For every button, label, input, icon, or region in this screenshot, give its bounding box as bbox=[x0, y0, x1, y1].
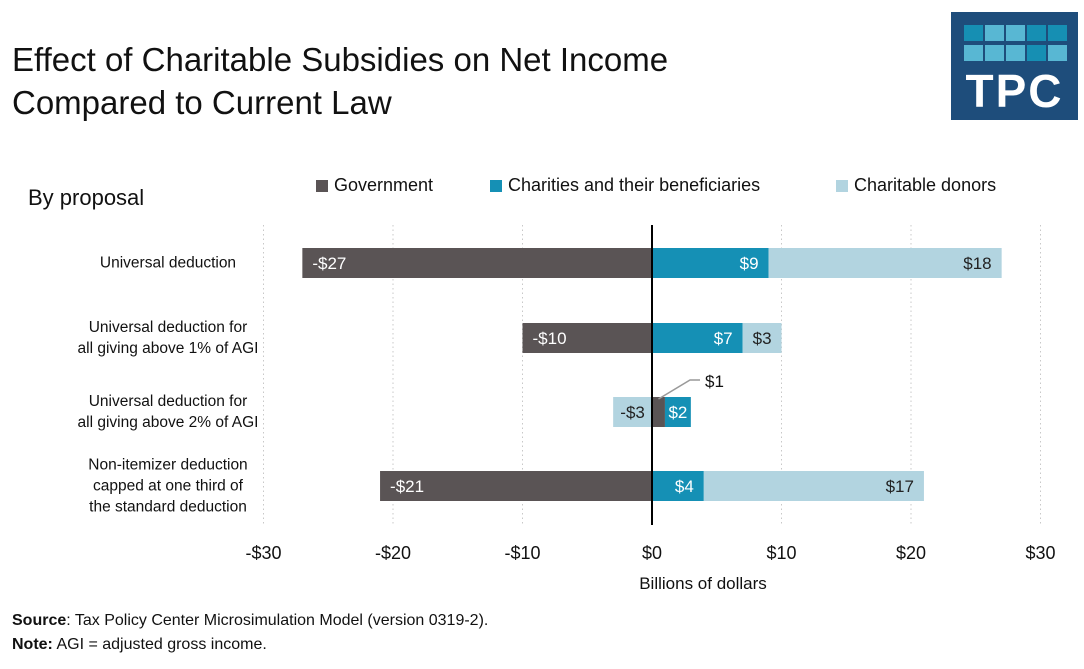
logo-square bbox=[1027, 45, 1046, 61]
chart-title: Effect of Charitable Subsidies on Net In… bbox=[12, 38, 668, 124]
bar-government bbox=[522, 323, 652, 353]
bar-donors bbox=[613, 397, 652, 427]
note-text: AGI = adjusted gross income. bbox=[52, 636, 267, 653]
logo-square bbox=[1048, 25, 1067, 41]
logo-square bbox=[1048, 45, 1067, 61]
data-label: $18 bbox=[963, 254, 991, 273]
category-label-line: Universal deduction for bbox=[88, 393, 248, 410]
data-label: $7 bbox=[714, 329, 733, 348]
legend-label: Charities and their beneficiaries bbox=[508, 175, 761, 195]
x-axis-label: Billions of dollars bbox=[639, 574, 767, 593]
legend-swatch bbox=[316, 179, 328, 192]
bar-charities bbox=[652, 248, 769, 278]
data-label: -$10 bbox=[533, 329, 567, 348]
category-label-line: all giving above 2% of AGI bbox=[77, 414, 259, 431]
logo-square bbox=[985, 45, 1004, 61]
data-label: $4 bbox=[675, 477, 694, 496]
legend-label: Government bbox=[334, 175, 434, 195]
category-label: Non-itemizer deduction capped at one thir… bbox=[43, 455, 293, 518]
bar-government bbox=[302, 248, 652, 278]
legend-item-charities: Charities and their beneficiaries bbox=[490, 175, 760, 196]
category-label-line: all giving above 1% of AGI bbox=[77, 340, 259, 357]
legend-label: Charitable donors bbox=[854, 175, 997, 195]
category-label-line: Non-itemizer deduction bbox=[88, 456, 248, 474]
tpc-logo: TPC bbox=[951, 12, 1078, 120]
bar-donors bbox=[703, 471, 924, 501]
callout-line bbox=[658, 379, 700, 400]
x-tick-label: $10 bbox=[766, 543, 796, 563]
logo-square bbox=[1006, 45, 1025, 61]
data-label: $2 bbox=[668, 403, 687, 422]
x-tick-label: $0 bbox=[642, 543, 662, 563]
bar-charities bbox=[664, 397, 691, 427]
bar-charities bbox=[652, 471, 704, 501]
legend-item-donors: Charitable donors bbox=[836, 175, 996, 196]
chart-subtitle: By proposal bbox=[28, 185, 145, 210]
data-label: -$3 bbox=[620, 403, 645, 422]
category-label: Universal deduction for all giving above … bbox=[43, 317, 293, 359]
logo-text: TPC bbox=[965, 65, 1064, 117]
legend-swatch bbox=[836, 179, 848, 192]
data-label: $1 bbox=[705, 372, 724, 391]
category-label: Universal deduction bbox=[43, 253, 293, 274]
x-tick-label: $20 bbox=[896, 543, 926, 563]
footnote: Note: AGI = adjusted gross income. bbox=[12, 636, 267, 654]
logo-square bbox=[964, 45, 983, 61]
x-tick-label: -$20 bbox=[375, 543, 411, 563]
legend-swatch bbox=[490, 179, 502, 192]
logo-square bbox=[1006, 25, 1025, 41]
data-label: -$27 bbox=[312, 254, 346, 273]
bar-donors bbox=[768, 248, 1002, 278]
legend-item-government: Government bbox=[316, 175, 433, 196]
source-label: Source bbox=[12, 612, 67, 629]
bar-government bbox=[652, 397, 665, 427]
logo-square bbox=[985, 25, 1004, 41]
data-label: -$21 bbox=[390, 477, 424, 496]
data-label: $3 bbox=[753, 329, 772, 348]
title-line-1: Effect of Charitable Subsidies on Net In… bbox=[12, 41, 669, 78]
bar-donors bbox=[742, 323, 782, 353]
category-label-line: Universal deduction for bbox=[88, 319, 248, 336]
x-tick-label: -$10 bbox=[504, 543, 540, 563]
category-label: Universal deduction for all giving above … bbox=[43, 391, 293, 433]
data-label: $17 bbox=[886, 477, 914, 496]
category-label-line: the standard deduction bbox=[89, 498, 247, 516]
x-tick-label: $30 bbox=[1025, 543, 1055, 563]
category-label-line: capped at one third of bbox=[93, 477, 243, 495]
source-text: : Tax Policy Center Microsimulation Mode… bbox=[66, 612, 489, 629]
logo-square bbox=[1027, 25, 1046, 41]
source-note: Source: Tax Policy Center Microsimulatio… bbox=[12, 612, 488, 630]
logo-square bbox=[964, 25, 983, 41]
data-label: $9 bbox=[740, 254, 759, 273]
title-line-2: Compared to Current Law bbox=[12, 84, 392, 121]
bar-government bbox=[380, 471, 652, 501]
note-label: Note: bbox=[12, 636, 53, 653]
bar-charities bbox=[652, 323, 743, 353]
x-tick-label: -$30 bbox=[245, 543, 281, 563]
category-label-line: Universal deduction bbox=[99, 254, 237, 272]
